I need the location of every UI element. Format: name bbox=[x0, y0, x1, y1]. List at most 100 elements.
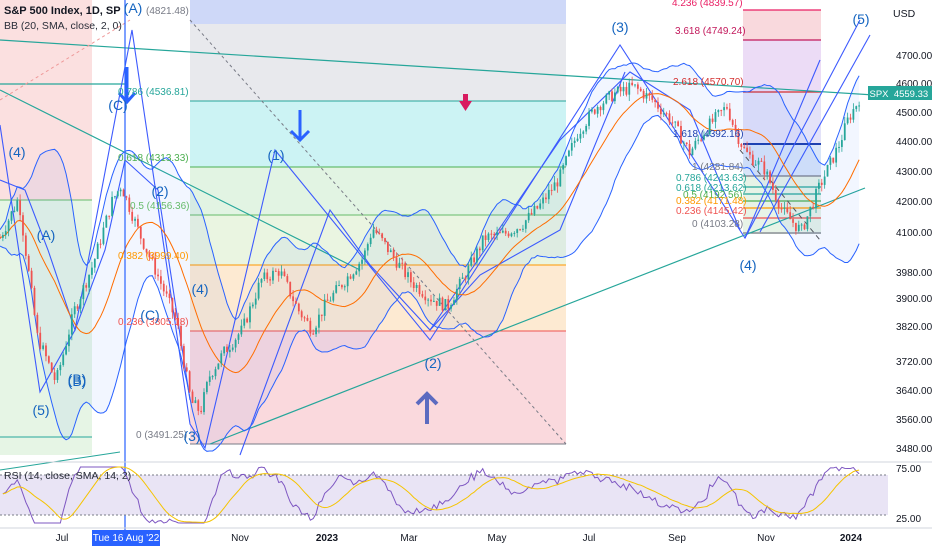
wave-label: (4) bbox=[191, 281, 208, 297]
candle-body bbox=[533, 205, 536, 215]
arrow-down-icon bbox=[117, 67, 137, 105]
fib-right-label: 0.618 (4213.62) bbox=[676, 183, 747, 194]
candle-body bbox=[843, 123, 846, 141]
candle-body bbox=[300, 311, 303, 318]
candle-body bbox=[602, 103, 605, 111]
candle-body bbox=[616, 86, 619, 93]
indicator-label[interactable]: BB (20, SMA, close, 2, 0) bbox=[4, 20, 122, 32]
candle-body bbox=[375, 229, 378, 234]
fib-zones-left bbox=[0, 0, 566, 455]
time-axis[interactable]: Jul Tue 16 Aug '22 Nov 2023 Mar May Jul … bbox=[0, 527, 932, 546]
x-tick: May bbox=[488, 533, 507, 544]
fib-left-label: 0.382 (3999.40) bbox=[118, 251, 189, 262]
candle-body bbox=[611, 91, 613, 102]
candle-body bbox=[412, 282, 415, 288]
y-tick: 3820.00 bbox=[896, 322, 932, 333]
candle-body bbox=[803, 224, 806, 230]
candle-body bbox=[760, 160, 763, 162]
candle-body bbox=[835, 147, 838, 163]
candle-body bbox=[372, 229, 375, 238]
candle-body bbox=[820, 182, 823, 185]
candle-body bbox=[513, 232, 516, 234]
candle-body bbox=[421, 294, 424, 297]
wave-label: (C) bbox=[140, 307, 159, 323]
candle-body bbox=[751, 154, 754, 166]
candle-body bbox=[415, 285, 418, 288]
candle-body bbox=[708, 118, 711, 135]
candle-body bbox=[441, 297, 444, 311]
currency-label[interactable]: USD bbox=[893, 8, 916, 20]
rsi-label[interactable]: RSI (14, close, SMA, 14, 2) bbox=[4, 470, 132, 482]
candle-body bbox=[105, 215, 108, 228]
candle-body bbox=[70, 314, 73, 335]
x-tick: Nov bbox=[231, 533, 249, 544]
candle-body bbox=[7, 220, 10, 232]
wave-label: (3) bbox=[183, 428, 200, 444]
candle-body bbox=[766, 171, 769, 175]
y-tick: 3900.00 bbox=[896, 294, 932, 305]
candle-body bbox=[409, 272, 412, 283]
candle-body bbox=[366, 244, 369, 251]
fib-left-label: 0 (3491.25) bbox=[136, 430, 187, 441]
candle-body bbox=[556, 182, 559, 187]
candle-body bbox=[280, 271, 283, 276]
candle-body bbox=[539, 203, 542, 209]
candle-body bbox=[352, 274, 355, 279]
candle-body bbox=[780, 208, 783, 210]
candle-body bbox=[579, 133, 582, 139]
candle-body bbox=[257, 282, 260, 299]
candle-body bbox=[73, 306, 76, 315]
candle-body bbox=[200, 410, 203, 413]
candle-body bbox=[33, 287, 36, 315]
candle-body bbox=[838, 146, 840, 148]
candle-body bbox=[582, 131, 585, 134]
candle-body bbox=[30, 270, 33, 288]
candle-body bbox=[10, 211, 13, 221]
fib-left-label: 0.5 (4156.36) bbox=[130, 201, 190, 212]
y-tick: 3560.00 bbox=[896, 415, 932, 426]
y-tick: 4200.00 bbox=[896, 197, 932, 208]
candle-body bbox=[749, 151, 751, 155]
candle-body bbox=[705, 134, 708, 136]
candle-body bbox=[13, 210, 16, 212]
candle-body bbox=[639, 88, 642, 91]
candle-body bbox=[79, 299, 82, 309]
candle-body bbox=[231, 347, 234, 350]
candle-body bbox=[318, 314, 320, 328]
candle-body bbox=[395, 257, 398, 268]
candle-body bbox=[251, 304, 254, 307]
candle-body bbox=[68, 334, 70, 347]
symbol-title[interactable]: S&P 500 Index, 1D, SP bbox=[4, 5, 121, 17]
candle-body bbox=[536, 205, 539, 209]
candle-body bbox=[254, 298, 257, 305]
candle-body bbox=[849, 117, 852, 120]
candle-body bbox=[76, 306, 79, 309]
wave-label: (1) bbox=[267, 147, 284, 163]
x-tick: Nov bbox=[757, 533, 775, 544]
candle-body bbox=[82, 285, 85, 300]
candle-body bbox=[622, 86, 625, 92]
candle-body bbox=[358, 263, 361, 272]
candle-body bbox=[507, 233, 510, 237]
candle-body bbox=[795, 222, 797, 231]
candle-body bbox=[550, 189, 553, 191]
candle-body bbox=[182, 346, 185, 368]
candle-body bbox=[438, 297, 441, 306]
candle-body bbox=[657, 102, 659, 109]
candle-body bbox=[220, 353, 223, 364]
fib-right-label: 2.618 (4570.70) bbox=[673, 77, 744, 88]
candle-body bbox=[559, 169, 562, 187]
y-tick: 3720.00 bbox=[896, 357, 932, 368]
candle-body bbox=[174, 312, 177, 318]
candle-body bbox=[619, 86, 622, 92]
candle-body bbox=[714, 112, 717, 122]
price-axis[interactable]: 4700.00 4600.00 4500.00 4400.00 4300.00 4200.… bbox=[896, 51, 932, 455]
candle-body bbox=[274, 270, 277, 272]
fib-labels: (4821.48) 0.786 (4536.81) 0.618 (4313.33) 0… bbox=[118, 0, 747, 441]
wave-label: (5) bbox=[32, 402, 49, 418]
candle-body bbox=[648, 93, 651, 96]
candle-body bbox=[226, 346, 228, 353]
candle-body bbox=[576, 138, 579, 141]
x-tick: Sep bbox=[668, 533, 686, 544]
